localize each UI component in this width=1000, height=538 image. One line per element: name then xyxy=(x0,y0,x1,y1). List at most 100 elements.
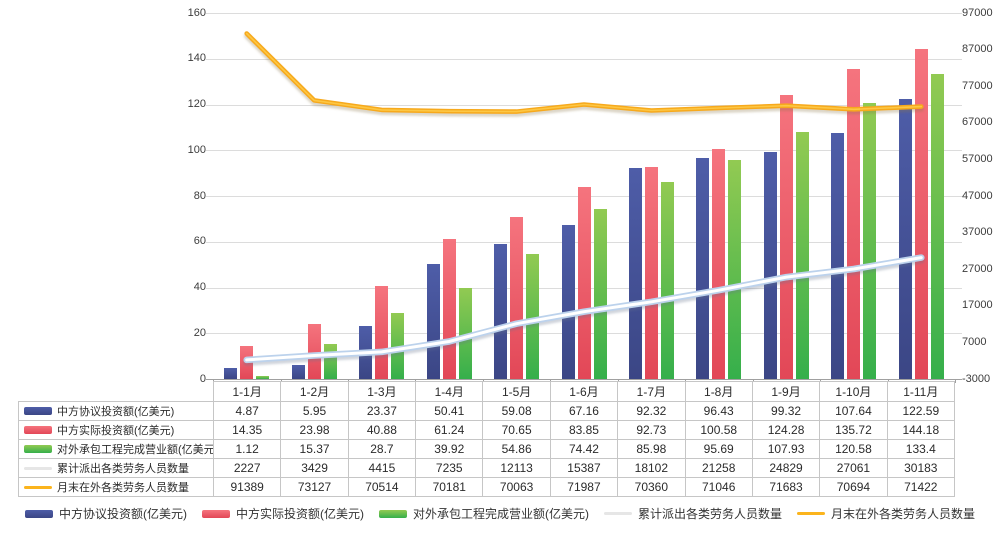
plot-area xyxy=(206,13,962,383)
right-axis-tick-label: -3000 xyxy=(962,372,991,385)
left-axis-tick-label: 120 xyxy=(187,98,206,110)
bar xyxy=(359,325,373,379)
legend-item[interactable]: 中方协议投资额(亿美元) xyxy=(24,505,187,522)
table-header-cell: 1-6月 xyxy=(549,381,619,402)
table-cell: 1.12 xyxy=(212,439,282,459)
table-cell: 2227 xyxy=(212,458,282,478)
bar xyxy=(898,98,912,379)
table-cell: 5.95 xyxy=(280,401,349,421)
bar xyxy=(291,365,305,379)
bar xyxy=(494,243,507,379)
table-cell: 59.08 xyxy=(482,401,551,421)
bar xyxy=(779,94,793,379)
table-header-cell: 1-2月 xyxy=(280,381,349,402)
legend-item[interactable]: 累计派出各类劳务人员数量 xyxy=(603,505,782,522)
bar xyxy=(863,103,877,379)
table-cell: 120.58 xyxy=(819,439,888,459)
table-cell: 40.88 xyxy=(347,420,417,440)
bar xyxy=(224,367,238,379)
gridline xyxy=(206,58,962,60)
table-cell: 15.37 xyxy=(280,439,349,459)
table-row: 累计派出各类劳务人员数量 2227 3429 4415 7235 12113 15387 18… xyxy=(18,458,956,478)
table-row-header: 中方协议投资额(亿美元) xyxy=(18,401,214,421)
table-cell: 12113 xyxy=(482,458,551,478)
legend-swatch xyxy=(24,509,53,518)
right-axis-tick-label: 7000 xyxy=(962,335,987,348)
series-name-label: 中方实际投资额(亿美元) xyxy=(57,425,175,437)
legend-swatch xyxy=(24,445,52,453)
series-name-label: 累计派出各类劳务人员数量 xyxy=(57,463,189,475)
legend-swatch xyxy=(24,407,52,415)
right-axis-tick-label: 97000 xyxy=(962,6,993,19)
table-cell: 23.98 xyxy=(280,420,349,440)
table-header-cell: 1-4月 xyxy=(415,381,484,402)
table-header-cell: 1-11月 xyxy=(886,381,956,402)
table-row-header: 对外承包工程完成营业额(亿美元) xyxy=(18,439,214,459)
table-cell: 100.58 xyxy=(684,420,753,440)
table-cell: 70694 xyxy=(819,477,888,497)
legend-item[interactable]: 对外承包工程完成营业额(亿美元) xyxy=(378,505,589,522)
right-axis-tick-label: 87000 xyxy=(962,43,993,56)
table-row-header: 中方实际投资额(亿美元) xyxy=(18,420,214,440)
right-axis-tick-label: 37000 xyxy=(962,226,993,239)
legend-swatch xyxy=(603,512,632,515)
chart-legend: 中方协议投资额(亿美元) 中方实际投资额(亿美元) 对外承包工程完成营业额(亿美元)… xyxy=(0,505,1000,522)
gridline xyxy=(206,150,962,152)
right-axis-tick-label: 17000 xyxy=(962,299,993,312)
table-cell: 3429 xyxy=(280,458,349,478)
table-cell: 70181 xyxy=(415,477,484,497)
bar xyxy=(593,208,607,379)
table-cell: 50.41 xyxy=(415,401,484,421)
table-cell: 95.69 xyxy=(684,439,753,459)
bar xyxy=(426,263,440,379)
legend-label: 中方协议投资额(亿美元) xyxy=(58,507,187,521)
table-cell: 27061 xyxy=(819,458,888,478)
table-cell: 4415 xyxy=(347,458,417,478)
table-cell: 99.32 xyxy=(751,401,821,421)
legend-swatch xyxy=(24,426,52,434)
bar xyxy=(391,313,405,379)
table-row-header: 累计派出各类劳务人员数量 xyxy=(18,458,214,478)
table-cell: 71683 xyxy=(751,477,821,497)
right-axis-tick-label: 77000 xyxy=(962,79,993,92)
table-cell: 7235 xyxy=(415,458,484,478)
right-axis-tick-label: 67000 xyxy=(962,116,993,129)
legend-item[interactable]: 月末在外各类劳务人员数量 xyxy=(797,505,975,522)
bar xyxy=(696,158,710,379)
bar xyxy=(728,160,742,379)
right-axis-tick-label: 57000 xyxy=(962,152,993,165)
bar xyxy=(629,167,642,379)
bar xyxy=(442,238,456,379)
table-cell: 70.65 xyxy=(482,420,551,440)
left-axis-tick-label: 140 xyxy=(187,52,206,65)
bar xyxy=(795,132,809,379)
table-header-cell: 1-7月 xyxy=(617,381,686,402)
table-corner-cell xyxy=(19,382,214,402)
table-cell: 4.87 xyxy=(212,401,282,421)
x-axis-tick xyxy=(955,379,956,383)
table-header-cell: 1-8月 xyxy=(684,381,753,402)
x-axis-line xyxy=(206,379,962,380)
table-cell: 122.59 xyxy=(886,401,956,421)
bar xyxy=(712,148,726,379)
table-cell: 133.4 xyxy=(886,439,956,459)
left-axis-tick-label: 160 xyxy=(187,6,206,19)
table-cell: 83.85 xyxy=(549,420,619,440)
table-cell: 18102 xyxy=(617,458,686,478)
legend-swatch xyxy=(24,485,52,489)
legend-item[interactable]: 中方实际投资额(亿美元) xyxy=(201,505,364,522)
bar xyxy=(661,182,674,379)
bar xyxy=(561,225,575,379)
table-cell: 54.86 xyxy=(482,439,551,459)
legend-swatch xyxy=(378,509,407,518)
table-cell: 71046 xyxy=(684,477,753,497)
left-axis-tick-label: 100 xyxy=(187,143,206,156)
series-name-label: 对外承包工程完成营业额(亿美元) xyxy=(57,444,213,456)
bar xyxy=(256,376,270,379)
table-header-cell: 1-3月 xyxy=(347,381,417,402)
right-axis-tick-label: 27000 xyxy=(962,262,993,275)
legend-label: 中方实际投资额(亿美元) xyxy=(235,507,364,521)
table-row: 对外承包工程完成营业额(亿美元) 1.12 15.37 28.7 39.92 54.86 7… xyxy=(18,439,956,459)
left-axis-tick-label: 40 xyxy=(193,281,206,293)
